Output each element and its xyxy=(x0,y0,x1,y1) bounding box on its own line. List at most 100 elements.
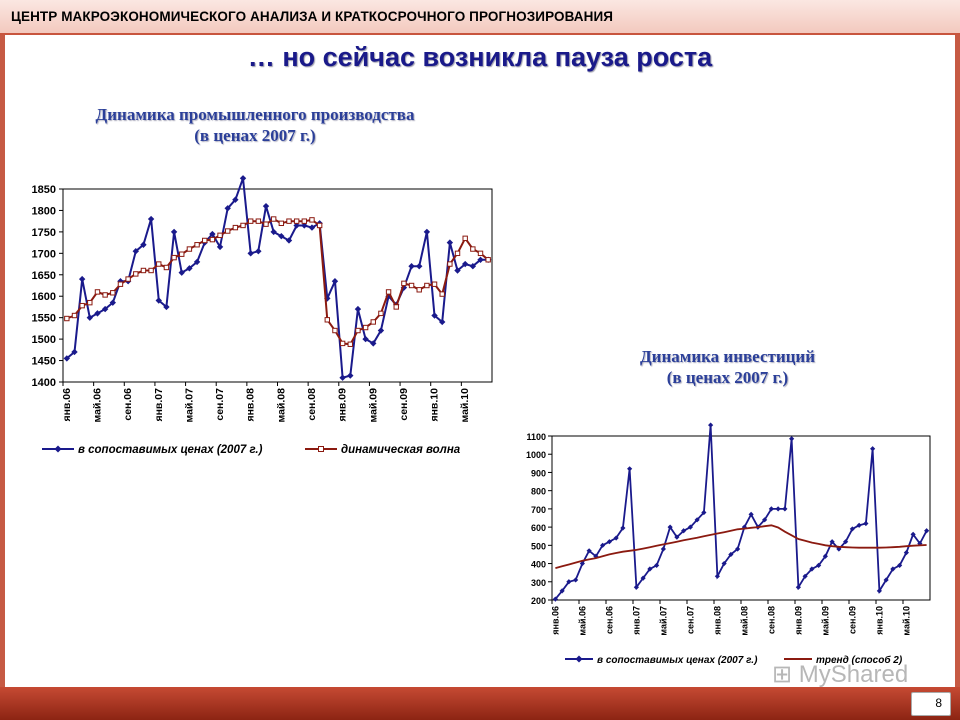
x-tick-label: май.08 xyxy=(739,606,749,636)
data-point xyxy=(63,355,71,362)
data-point xyxy=(209,236,216,243)
chart1-title-line2: (в ценах 2007 г.) xyxy=(194,126,316,145)
data-point xyxy=(270,228,277,236)
data-point xyxy=(194,242,200,248)
data-point xyxy=(620,525,626,531)
x-tick-label: янв.09 xyxy=(337,388,349,422)
data-point xyxy=(324,317,330,323)
x-tick-label: май.10 xyxy=(459,388,471,423)
legend-marker xyxy=(575,655,583,663)
data-point xyxy=(822,553,828,559)
data-point xyxy=(613,535,619,541)
x-tick-label: сен.06 xyxy=(122,388,134,421)
data-point xyxy=(883,577,889,583)
data-point xyxy=(355,327,361,334)
data-point xyxy=(347,341,353,347)
data-point xyxy=(768,506,774,512)
data-point xyxy=(247,218,254,224)
data-point xyxy=(829,539,835,545)
page-number-badge: 8 xyxy=(911,692,951,716)
data-point xyxy=(316,222,323,229)
data-point xyxy=(446,239,454,246)
y-tick-label: 1450 xyxy=(32,356,56,368)
data-point xyxy=(714,573,720,579)
data-point xyxy=(209,230,216,238)
data-point xyxy=(627,466,633,472)
y-tick-label: 200 xyxy=(531,596,546,606)
data-point xyxy=(332,327,338,334)
data-point xyxy=(586,548,592,554)
data-point xyxy=(477,256,484,263)
y-tick-label: 1400 xyxy=(32,377,56,389)
data-point xyxy=(232,196,239,203)
data-point xyxy=(132,247,139,255)
data-point xyxy=(216,243,224,251)
data-point xyxy=(681,528,687,534)
data-point xyxy=(101,305,109,313)
legend-label: в сопоставимых ценах (2007 г.) xyxy=(597,655,758,666)
data-point xyxy=(454,267,461,274)
slide-headline: … но сейчас возникла пауза роста xyxy=(247,42,713,72)
data-point xyxy=(809,566,815,572)
data-point xyxy=(125,276,131,282)
x-tick-label: янв.07 xyxy=(631,606,641,635)
chart1-plot: 1400 1450 1500 1550 1600 1650 1700 1750 1800 1850… xyxy=(32,175,493,456)
data-point xyxy=(232,224,239,231)
y-tick-label: 300 xyxy=(531,578,546,588)
watermark-logo: ⊞ MyShared xyxy=(772,661,909,688)
x-tick-label: сен.08 xyxy=(306,388,318,421)
data-point xyxy=(439,318,446,326)
data-point xyxy=(377,327,385,334)
data-point xyxy=(910,531,916,537)
data-point xyxy=(903,550,909,556)
data-point xyxy=(140,267,147,274)
x-tick-label: май.09 xyxy=(367,388,379,423)
data-point xyxy=(308,224,316,231)
chart2-title-line2: (в ценах 2007 г.) xyxy=(666,368,789,387)
data-point xyxy=(370,340,377,347)
data-point xyxy=(239,175,247,182)
data-point xyxy=(640,575,646,581)
y-tick-label: 800 xyxy=(531,487,546,497)
data-point xyxy=(485,257,491,263)
data-point xyxy=(170,228,178,236)
data-point xyxy=(802,573,808,579)
data-point xyxy=(863,520,869,527)
data-point xyxy=(339,374,346,381)
data-point xyxy=(240,222,246,229)
x-tick-label: май.07 xyxy=(658,606,668,636)
y-tick-label: 1000 xyxy=(526,450,546,460)
data-point xyxy=(694,517,700,523)
x-tick-label: сен.09 xyxy=(847,606,857,634)
y-tick-label: 1750 xyxy=(32,227,56,239)
data-point xyxy=(202,237,208,244)
data-point xyxy=(79,302,85,309)
data-point xyxy=(849,526,855,532)
footer-bar xyxy=(0,687,960,720)
data-point xyxy=(416,287,422,293)
x-tick-label: янв.10 xyxy=(429,388,441,422)
x-tick-label: май.06 xyxy=(577,606,587,636)
data-point xyxy=(401,280,407,287)
legend-marker xyxy=(54,445,62,453)
x-tick-label: сен.08 xyxy=(766,606,776,634)
data-point xyxy=(94,289,101,295)
data-point xyxy=(701,509,707,516)
data-point xyxy=(171,254,177,261)
data-point xyxy=(647,566,653,572)
data-point xyxy=(186,246,193,252)
data-point xyxy=(156,261,162,267)
data-point xyxy=(148,267,154,274)
x-tick-label: май.06 xyxy=(91,388,103,423)
x-tick-label: май.09 xyxy=(820,606,830,636)
data-point xyxy=(270,216,277,222)
data-point xyxy=(362,324,369,331)
data-point xyxy=(247,250,254,257)
x-tick-label: янв.10 xyxy=(874,606,884,635)
data-point xyxy=(301,218,308,224)
data-point xyxy=(856,522,862,528)
data-point xyxy=(186,265,193,272)
data-point xyxy=(579,560,585,567)
data-point xyxy=(431,281,438,287)
data-point xyxy=(378,310,384,317)
